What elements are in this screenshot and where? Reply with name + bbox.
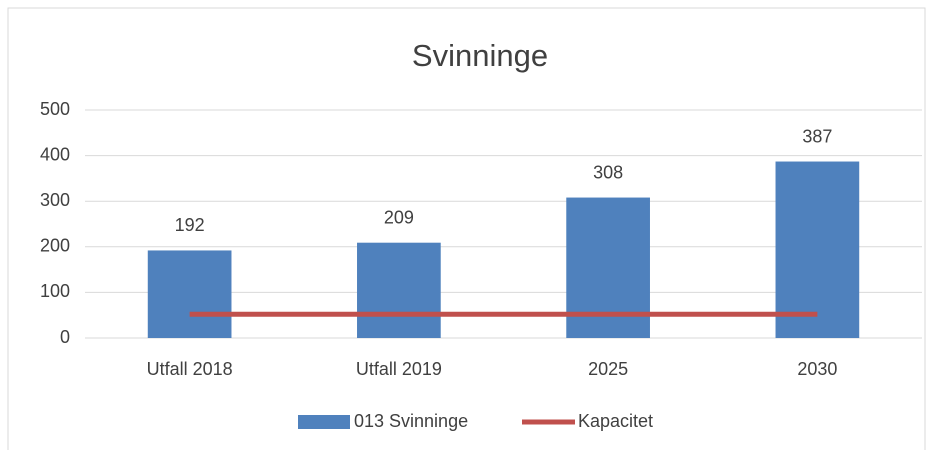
bar [775,161,860,338]
y-tick-label: 300 [40,190,70,210]
bar [147,250,232,338]
bar [357,242,441,338]
y-tick-label: 400 [40,144,70,164]
y-tick-label: 100 [40,281,70,301]
y-tick-label: 0 [60,327,70,347]
legend-label: Kapacitet [578,411,653,431]
x-tick-label: Utfall 2019 [356,359,442,379]
x-tick-label: 2025 [588,359,628,379]
data-label: 209 [384,207,414,227]
legend-swatch [298,415,350,429]
data-label: 192 [175,215,205,235]
x-tick-label: Utfall 2018 [147,359,233,379]
y-tick-label: 200 [40,236,70,256]
y-tick-label: 500 [40,99,70,119]
data-label: 387 [802,126,832,146]
chart-frame [7,7,926,450]
data-label: 308 [593,162,623,182]
bar [566,197,650,338]
chart-title: Svinninge [412,38,548,73]
x-tick-label: 2030 [797,359,837,379]
legend-label: 013 Svinninge [354,411,468,431]
